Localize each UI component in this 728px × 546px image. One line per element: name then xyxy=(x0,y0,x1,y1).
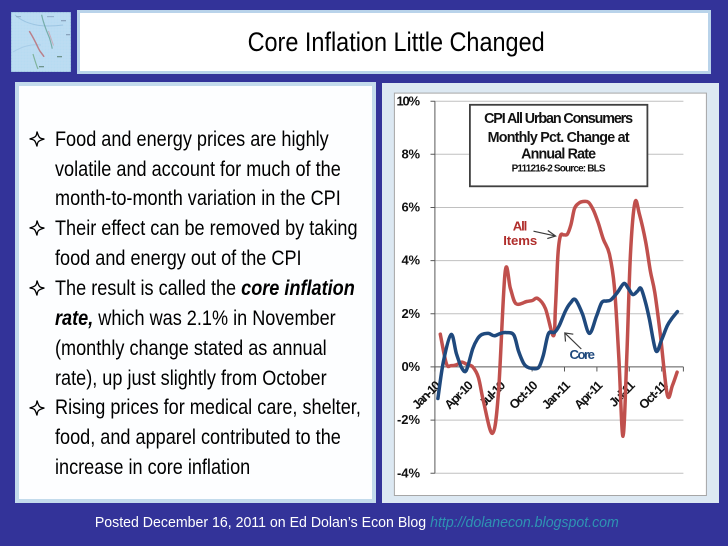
svg-text:10%: 10% xyxy=(397,93,421,108)
svg-text:4%: 4% xyxy=(402,253,421,268)
svg-text:0%: 0% xyxy=(402,359,421,374)
svg-text:Core: Core xyxy=(570,347,596,362)
svg-text:8%: 8% xyxy=(402,146,421,161)
svg-text:All: All xyxy=(513,219,528,234)
svg-text:6%: 6% xyxy=(402,200,421,215)
svg-text:Monthly Pct. Change at: Monthly Pct. Change at xyxy=(488,130,630,146)
svg-text:Items: Items xyxy=(503,233,537,248)
svg-text:P111216-2 Source: BLS: P111216-2 Source: BLS xyxy=(512,163,606,174)
svg-text:CPI All Urban Consumers: CPI All Urban Consumers xyxy=(484,111,633,127)
svg-text:Annual Rate: Annual Rate xyxy=(521,147,596,163)
svg-text:-2%: -2% xyxy=(397,412,420,427)
svg-text:2%: 2% xyxy=(402,306,421,321)
svg-text:-4%: -4% xyxy=(397,465,420,480)
